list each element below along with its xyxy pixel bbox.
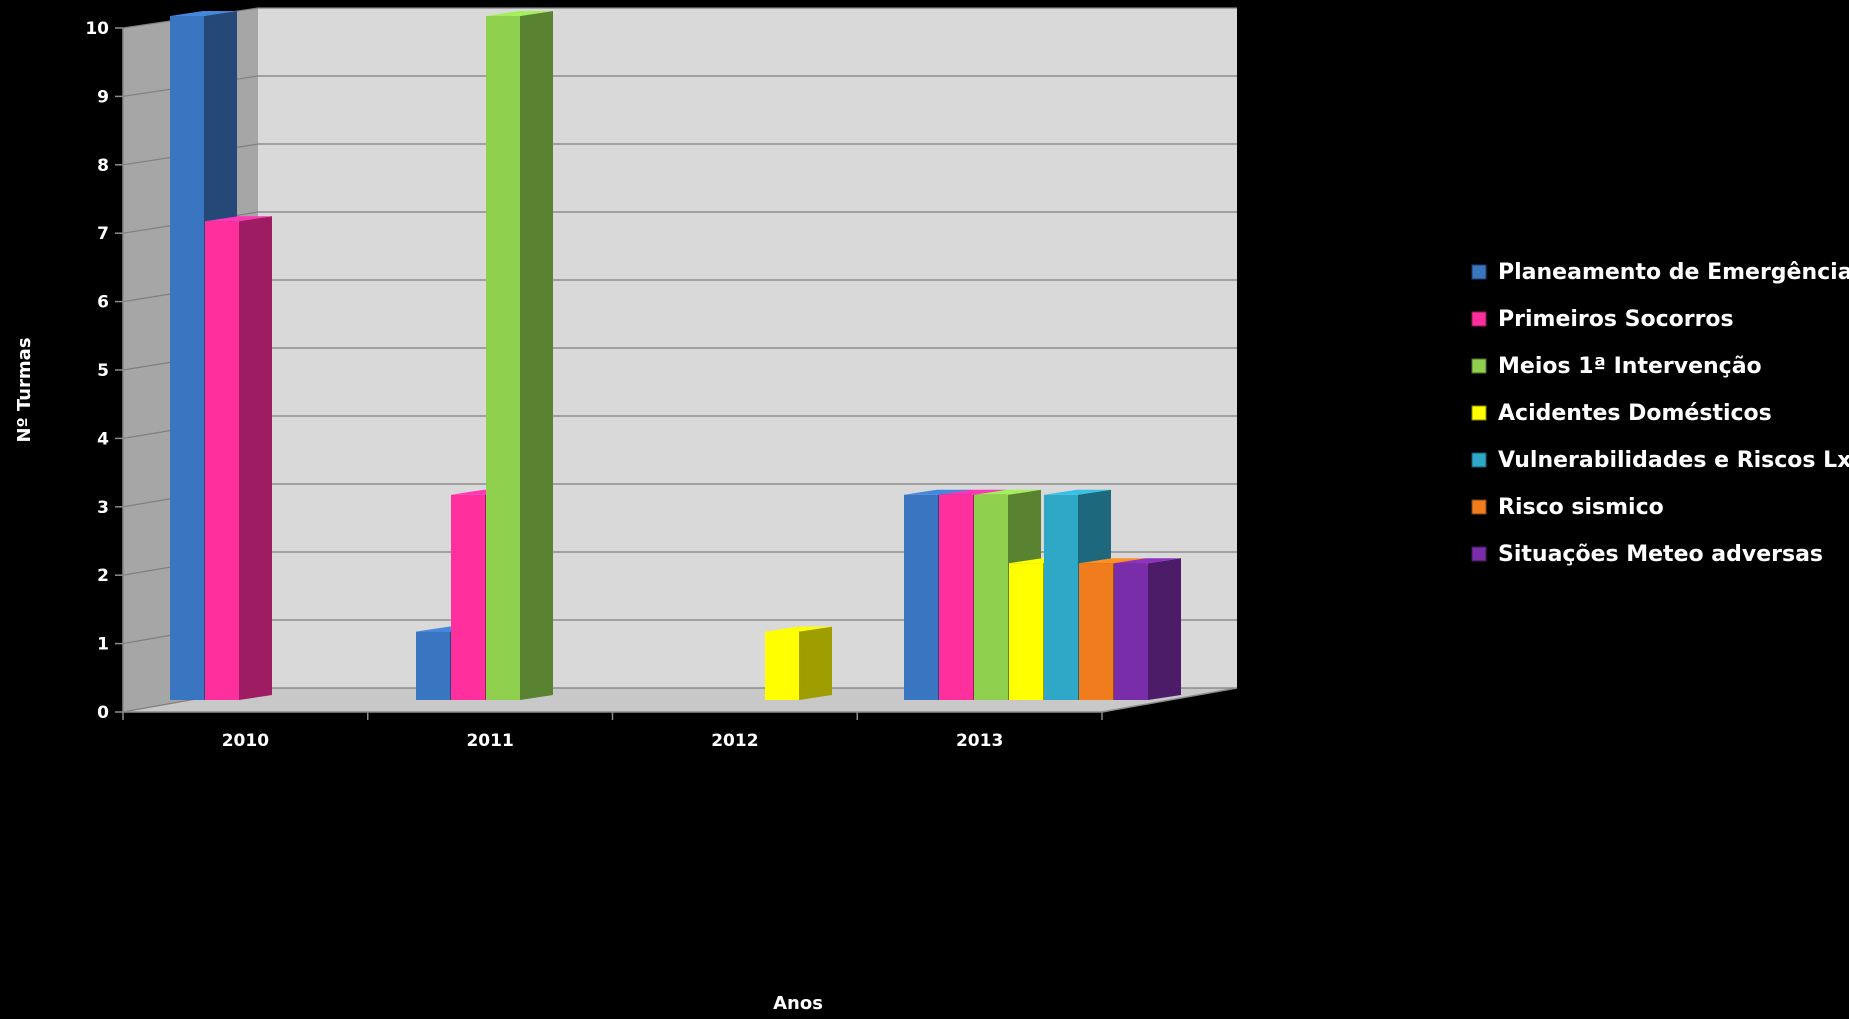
- legend-item: Meios 1ª Intervenção: [1471, 354, 1762, 379]
- floor-edge: [1101, 687, 1238, 713]
- legend-item: Acidentes Domésticos: [1471, 401, 1772, 426]
- y-tick-label: 4: [97, 429, 109, 449]
- legend-swatch: [1471, 311, 1487, 327]
- legend-label: Vulnerabilidades e Riscos Lx: [1498, 448, 1849, 473]
- legend-item: Vulnerabilidades e Riscos Lx: [1471, 448, 1849, 473]
- y-tick-label: 7: [97, 224, 109, 244]
- x-tick-label: 2010: [222, 731, 269, 751]
- legend-swatch: [1471, 499, 1487, 515]
- y-tick-label: 1: [97, 635, 109, 655]
- x-axis-title: Anos: [773, 993, 823, 1014]
- y-tick-label: 2: [97, 566, 109, 586]
- bar-2012-3: [765, 626, 832, 700]
- legend-label: Acidentes Domésticos: [1498, 401, 1772, 426]
- y-tick-label: 8: [97, 156, 109, 176]
- legend-item: Primeiros Socorros: [1471, 307, 1734, 332]
- legend-label: Risco sismico: [1498, 495, 1664, 520]
- legend-swatch: [1471, 546, 1487, 562]
- axes: [115, 27, 1238, 720]
- x-tick-label: 2012: [711, 731, 758, 751]
- y-tick-label: 6: [97, 293, 109, 313]
- bar-2011-2: [486, 11, 553, 700]
- legend-item: Situações Meteo adversas: [1471, 542, 1823, 567]
- legend-item: Risco sismico: [1471, 495, 1664, 520]
- legend-label: Primeiros Socorros: [1498, 307, 1734, 332]
- bars: [170, 11, 1181, 700]
- legend-item: Planeamento de Emergência: [1471, 260, 1849, 285]
- legend: Planeamento de Emergência Primeiros Socor…: [1471, 260, 1849, 567]
- legend-swatch: [1471, 264, 1487, 280]
- y-tick-label: 9: [97, 87, 109, 107]
- y-tick-labels: 0 1 2 3 4 5 6 7 8 9 10: [85, 19, 109, 723]
- bar-2010-1: [205, 216, 272, 700]
- y-tick-label: 3: [97, 498, 109, 518]
- x-tick-label: 2013: [956, 731, 1003, 751]
- legend-swatch: [1471, 358, 1487, 374]
- legend-swatch: [1471, 452, 1487, 468]
- legend-label: Meios 1ª Intervenção: [1498, 354, 1762, 379]
- y-tick-label: 0: [97, 703, 109, 723]
- bar-2013-6: [1114, 558, 1181, 700]
- y-axis-title: Nº Turmas: [14, 337, 35, 442]
- x-tick-label: 2011: [466, 731, 513, 751]
- y-tick-label: 10: [85, 19, 109, 39]
- y-tick-label: 5: [97, 361, 109, 381]
- legend-swatch: [1471, 405, 1487, 421]
- legend-label: Situações Meteo adversas: [1498, 542, 1823, 567]
- x-tick-labels: 2010 2011 2012 2013: [222, 731, 1004, 751]
- legend-label: Planeamento de Emergência: [1498, 260, 1849, 285]
